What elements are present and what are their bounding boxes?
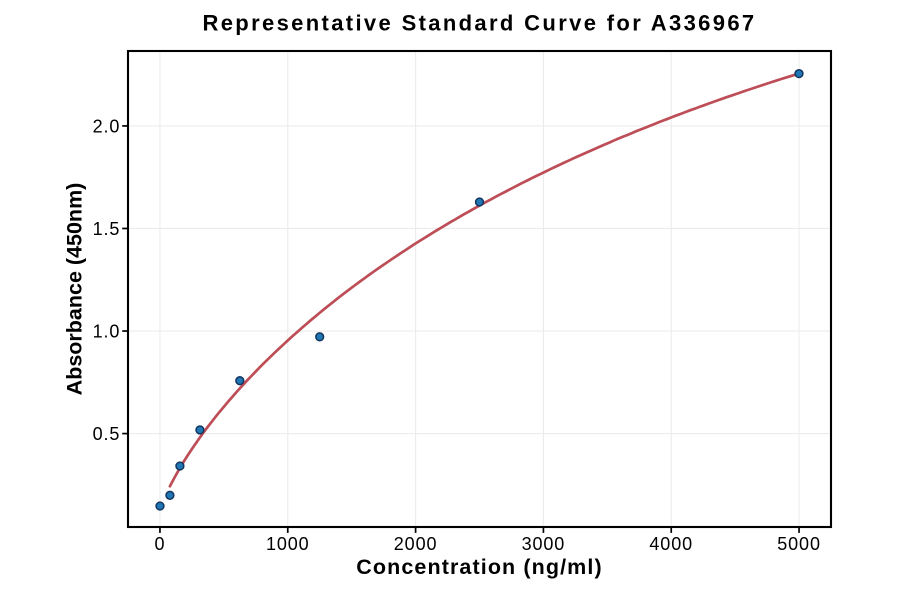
svg-text:2000: 2000 xyxy=(394,534,438,554)
svg-text:2.0: 2.0 xyxy=(93,117,121,137)
svg-text:Concentration (ng/ml): Concentration (ng/ml) xyxy=(356,555,602,579)
svg-text:5000: 5000 xyxy=(777,534,821,554)
svg-text:1.0: 1.0 xyxy=(93,322,121,342)
svg-text:Absorbance (450nm): Absorbance (450nm) xyxy=(63,183,87,396)
svg-text:4000: 4000 xyxy=(649,534,693,554)
svg-text:3000: 3000 xyxy=(522,534,566,554)
svg-text:1.5: 1.5 xyxy=(93,219,121,239)
svg-text:Representative Standard Curve: Representative Standard Curve for A33696… xyxy=(202,11,756,36)
svg-text:0.5: 0.5 xyxy=(93,424,121,444)
svg-text:1000: 1000 xyxy=(266,534,310,554)
svg-text:0: 0 xyxy=(154,534,165,554)
